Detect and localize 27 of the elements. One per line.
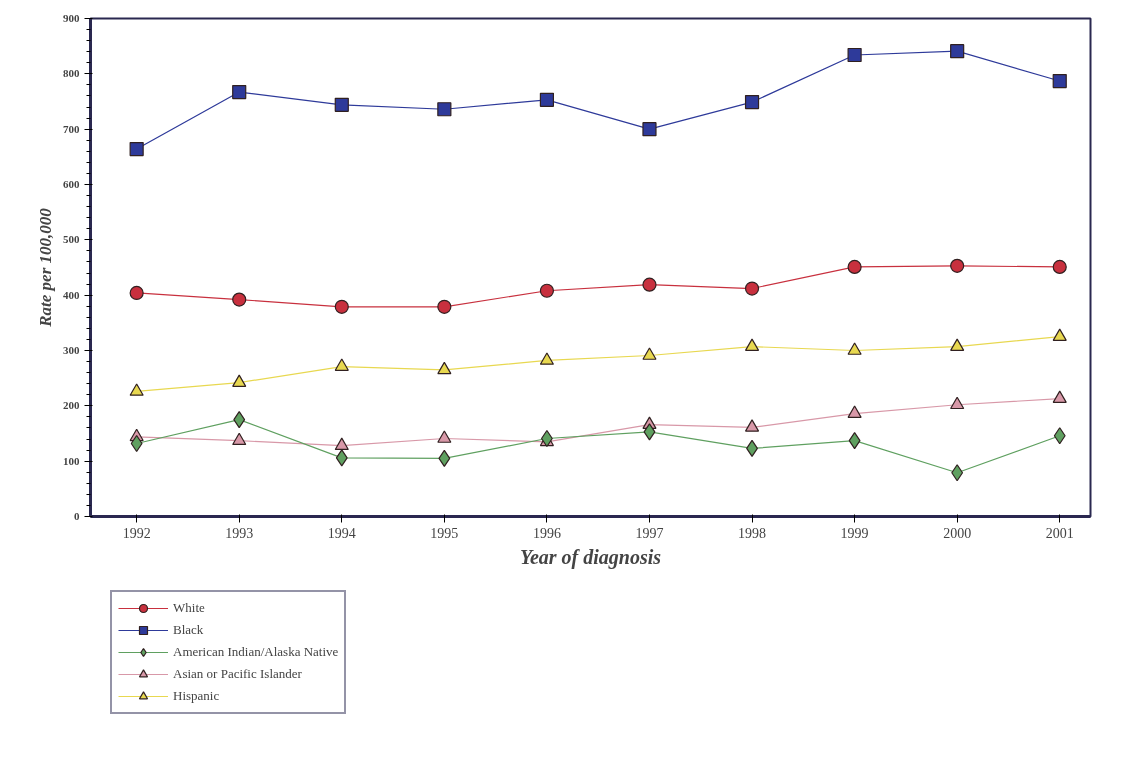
x-tick-label: 1992 [122, 525, 151, 541]
x-tick-label: 2000 [943, 525, 972, 541]
x-tick-label: 1998 [738, 525, 767, 541]
x-tick-label: 1999 [840, 525, 869, 541]
legend-label: Asian or Pacific Islander [173, 666, 302, 682]
y-tick-label: 600 [63, 178, 80, 190]
y-axis-title: Rate per 100,000 [36, 207, 55, 328]
x-tick-label: 1996 [532, 525, 561, 541]
x-tick-label: 1994 [327, 525, 356, 541]
y-tick-label: 100 [63, 454, 80, 467]
y-tick-label: 700 [63, 122, 80, 135]
x-tick-label: 1993 [225, 525, 254, 541]
legend-label: Black [173, 622, 204, 638]
y-tick-label: 500 [63, 233, 80, 246]
y-tick-label: 200 [63, 399, 80, 412]
y-tick-label: 400 [63, 288, 80, 301]
legend-label: White [173, 600, 205, 616]
y-tick-label: 0 [74, 510, 80, 522]
y-tick-label: 800 [63, 67, 80, 80]
x-tick-label: 1995 [430, 525, 459, 541]
y-tick-label: 900 [63, 12, 80, 24]
x-tick-label: 2001 [1045, 525, 1074, 541]
legend-label: Hispanic [173, 688, 220, 704]
legend-label: American Indian/Alaska Native [173, 644, 339, 660]
y-tick-label: 300 [63, 344, 80, 356]
x-axis-title: Year of diagnosis [519, 545, 662, 569]
x-tick-label: 1997 [635, 525, 664, 541]
